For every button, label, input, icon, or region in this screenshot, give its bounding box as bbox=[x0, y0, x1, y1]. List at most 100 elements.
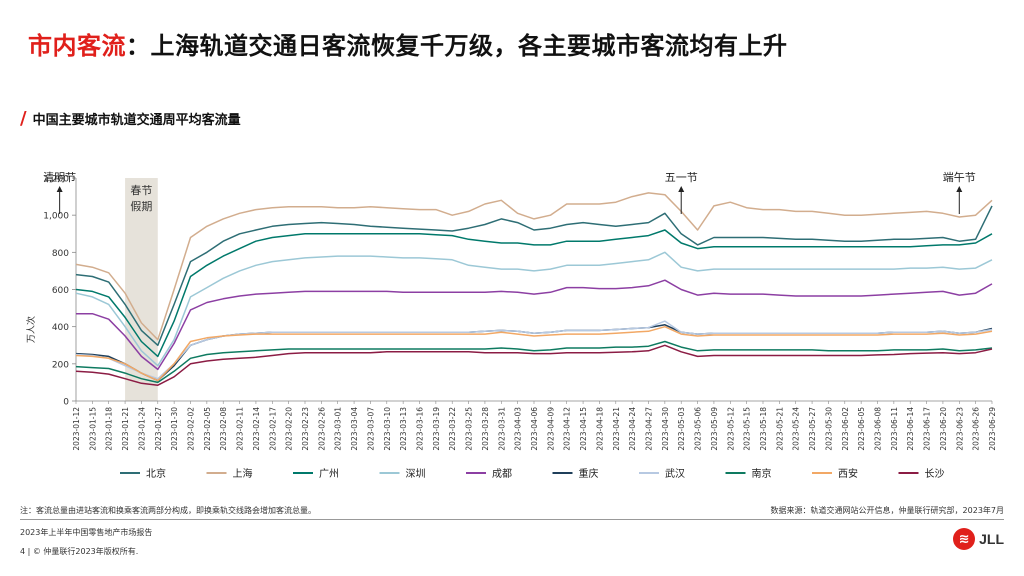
x-tick-label: 2023-02-26 bbox=[317, 407, 326, 451]
x-tick-label: 2023-01-24 bbox=[137, 407, 146, 451]
series-line-长沙 bbox=[75, 344, 993, 386]
x-tick-label: 2023-03-01 bbox=[334, 407, 343, 451]
x-tick-label: 2023-06-17 bbox=[923, 407, 932, 451]
band-label: 春节 bbox=[130, 184, 152, 197]
legend-label: 西安 bbox=[838, 467, 858, 480]
legend-label: 上海 bbox=[233, 467, 253, 480]
x-tick-label: 2023-05-15 bbox=[743, 407, 752, 451]
title-highlight: 市内客流 bbox=[28, 32, 126, 60]
x-tick-label: 2023-03-31 bbox=[497, 407, 506, 451]
x-tick-label: 2023-03-28 bbox=[481, 407, 490, 451]
x-tick-label: 2023-04-27 bbox=[645, 407, 654, 451]
x-tick-label: 2023-03-07 bbox=[366, 407, 375, 451]
x-tick-label: 2023-01-12 bbox=[72, 407, 81, 451]
x-tick-label: 2023-04-12 bbox=[563, 407, 572, 451]
x-tick-label: 2023-05-27 bbox=[808, 407, 817, 451]
x-tick-label: 2023-02-11 bbox=[236, 407, 245, 451]
holiday-arrow-head bbox=[956, 186, 963, 192]
holiday-band bbox=[125, 178, 158, 401]
x-tick-label: 2023-05-21 bbox=[775, 407, 784, 451]
x-tick-label: 2023-01-18 bbox=[105, 407, 114, 451]
series-line-南京 bbox=[75, 340, 993, 384]
x-tick-label: 2023-03-13 bbox=[399, 407, 408, 451]
series-line-成都 bbox=[76, 279, 993, 371]
legend-label: 重庆 bbox=[579, 467, 599, 480]
band-label: 假期 bbox=[130, 199, 152, 213]
x-tick-label: 2023-05-12 bbox=[726, 407, 735, 451]
x-tick-label: 2023-06-05 bbox=[857, 407, 866, 451]
series-line-北京 bbox=[75, 205, 993, 347]
x-tick-label: 2023-04-21 bbox=[612, 407, 621, 451]
y-tick-label: 1,200 bbox=[43, 175, 69, 185]
source-note: 数据来源：轨道交通网站公开信息，仲量联行研究部，2023年7月 bbox=[770, 506, 1004, 515]
x-tick-label: 2023-02-20 bbox=[285, 407, 294, 451]
y-tick-label: 200 bbox=[52, 360, 69, 370]
copyright: 4 | © 仲量联行2023年版权所有. bbox=[20, 547, 139, 556]
x-tick-label: 2023-02-23 bbox=[301, 407, 310, 451]
holiday-label: 端午节 bbox=[943, 171, 976, 184]
x-tick-label: 2023-02-14 bbox=[252, 407, 261, 451]
x-tick-label: 2023-03-10 bbox=[383, 407, 392, 451]
legend-label: 成都 bbox=[492, 468, 512, 480]
slash-accent: / bbox=[20, 108, 27, 129]
x-tick-label: 2023-05-24 bbox=[792, 407, 801, 451]
page-title: 市内客流：上海轨道交通日客流恢复千万级，各主要城市客流均有上升 bbox=[28, 26, 788, 61]
y-tick-label: 600 bbox=[52, 286, 69, 296]
legend-label: 长沙 bbox=[925, 468, 945, 480]
x-tick-label: 2023-04-15 bbox=[579, 407, 588, 451]
x-tick-label: 2023-04-24 bbox=[628, 407, 637, 451]
footnote: 注：客流总量由进站客流和换乘客流两部分构成，即换乘轨交线路会增加客流总量。 bbox=[20, 506, 316, 515]
y-tick-label: 400 bbox=[52, 323, 69, 333]
legend-label: 南京 bbox=[752, 467, 772, 480]
x-tick-label: 2023-01-15 bbox=[88, 407, 97, 451]
chart-subtitle-text: 中国主要城市轨道交通周平均客流量 bbox=[32, 113, 241, 128]
jll-logo-icon: ≋ bbox=[953, 528, 976, 550]
x-tick-label: 2023-02-08 bbox=[219, 407, 228, 451]
holiday-label: 清明节 bbox=[43, 171, 76, 184]
x-tick-label: 2023-05-06 bbox=[694, 407, 703, 451]
legend-label: 武汉 bbox=[665, 467, 685, 480]
x-tick-label: 2023-02-02 bbox=[187, 407, 196, 451]
title-rest: ：上海轨道交通日客流恢复千万级，各主要城市客流均有上升 bbox=[126, 32, 788, 60]
holiday-arrow-head bbox=[678, 186, 685, 192]
x-tick-label: 2023-03-19 bbox=[432, 407, 441, 451]
legend-label: 广州 bbox=[319, 468, 339, 480]
x-tick-label: 2023-04-30 bbox=[661, 407, 670, 451]
x-tick-label: 2023-06-11 bbox=[890, 407, 899, 451]
y-axis-label: 万人次 bbox=[25, 316, 37, 343]
report-name: 2023年上半年中国零售地产市场报告 bbox=[20, 528, 153, 537]
x-tick-label: 2023-03-25 bbox=[465, 407, 474, 451]
x-tick-label: 2023-01-21 bbox=[121, 407, 130, 451]
jll-logo-text: JLL bbox=[979, 531, 1004, 547]
x-tick-label: 2023-06-20 bbox=[939, 407, 948, 451]
y-tick-label: 0 bbox=[63, 398, 69, 408]
y-tick-label: 800 bbox=[52, 249, 69, 259]
footer-divider bbox=[20, 519, 1004, 520]
x-tick-label: 2023-02-17 bbox=[268, 407, 277, 451]
jll-logo: ≋ JLL bbox=[953, 528, 1004, 550]
x-tick-label: 2023-03-16 bbox=[416, 407, 425, 451]
x-tick-label: 2023-01-30 bbox=[170, 407, 179, 451]
x-tick-label: 2023-01-27 bbox=[154, 407, 163, 451]
x-tick-label: 2023-04-03 bbox=[514, 407, 523, 451]
x-tick-label: 2023-06-23 bbox=[955, 407, 964, 451]
x-tick-label: 2023-06-08 bbox=[874, 407, 883, 451]
series-line-广州 bbox=[75, 229, 993, 358]
x-tick-label: 2023-05-30 bbox=[824, 407, 833, 451]
y-tick-label: 1,000 bbox=[43, 212, 69, 222]
x-tick-label: 2023-05-09 bbox=[710, 407, 719, 451]
series-line-上海 bbox=[75, 192, 993, 341]
series-line-武汉 bbox=[75, 320, 993, 380]
chart-subtitle: / 中国主要城市轨道交通周平均客流量 bbox=[20, 108, 241, 129]
x-tick-label: 2023-03-04 bbox=[350, 407, 359, 451]
x-tick-label: 2023-04-09 bbox=[546, 407, 555, 451]
holiday-arrow-head bbox=[56, 186, 63, 192]
x-tick-label: 2023-03-22 bbox=[448, 407, 457, 451]
x-tick-label: 2023-06-29 bbox=[988, 407, 997, 451]
x-tick-label: 2023-05-03 bbox=[677, 407, 686, 451]
legend-label: 北京 bbox=[146, 467, 166, 480]
x-tick-label: 2023-06-02 bbox=[841, 407, 850, 451]
x-tick-label: 2023-05-18 bbox=[759, 407, 768, 451]
x-tick-label: 2023-06-26 bbox=[972, 407, 981, 451]
